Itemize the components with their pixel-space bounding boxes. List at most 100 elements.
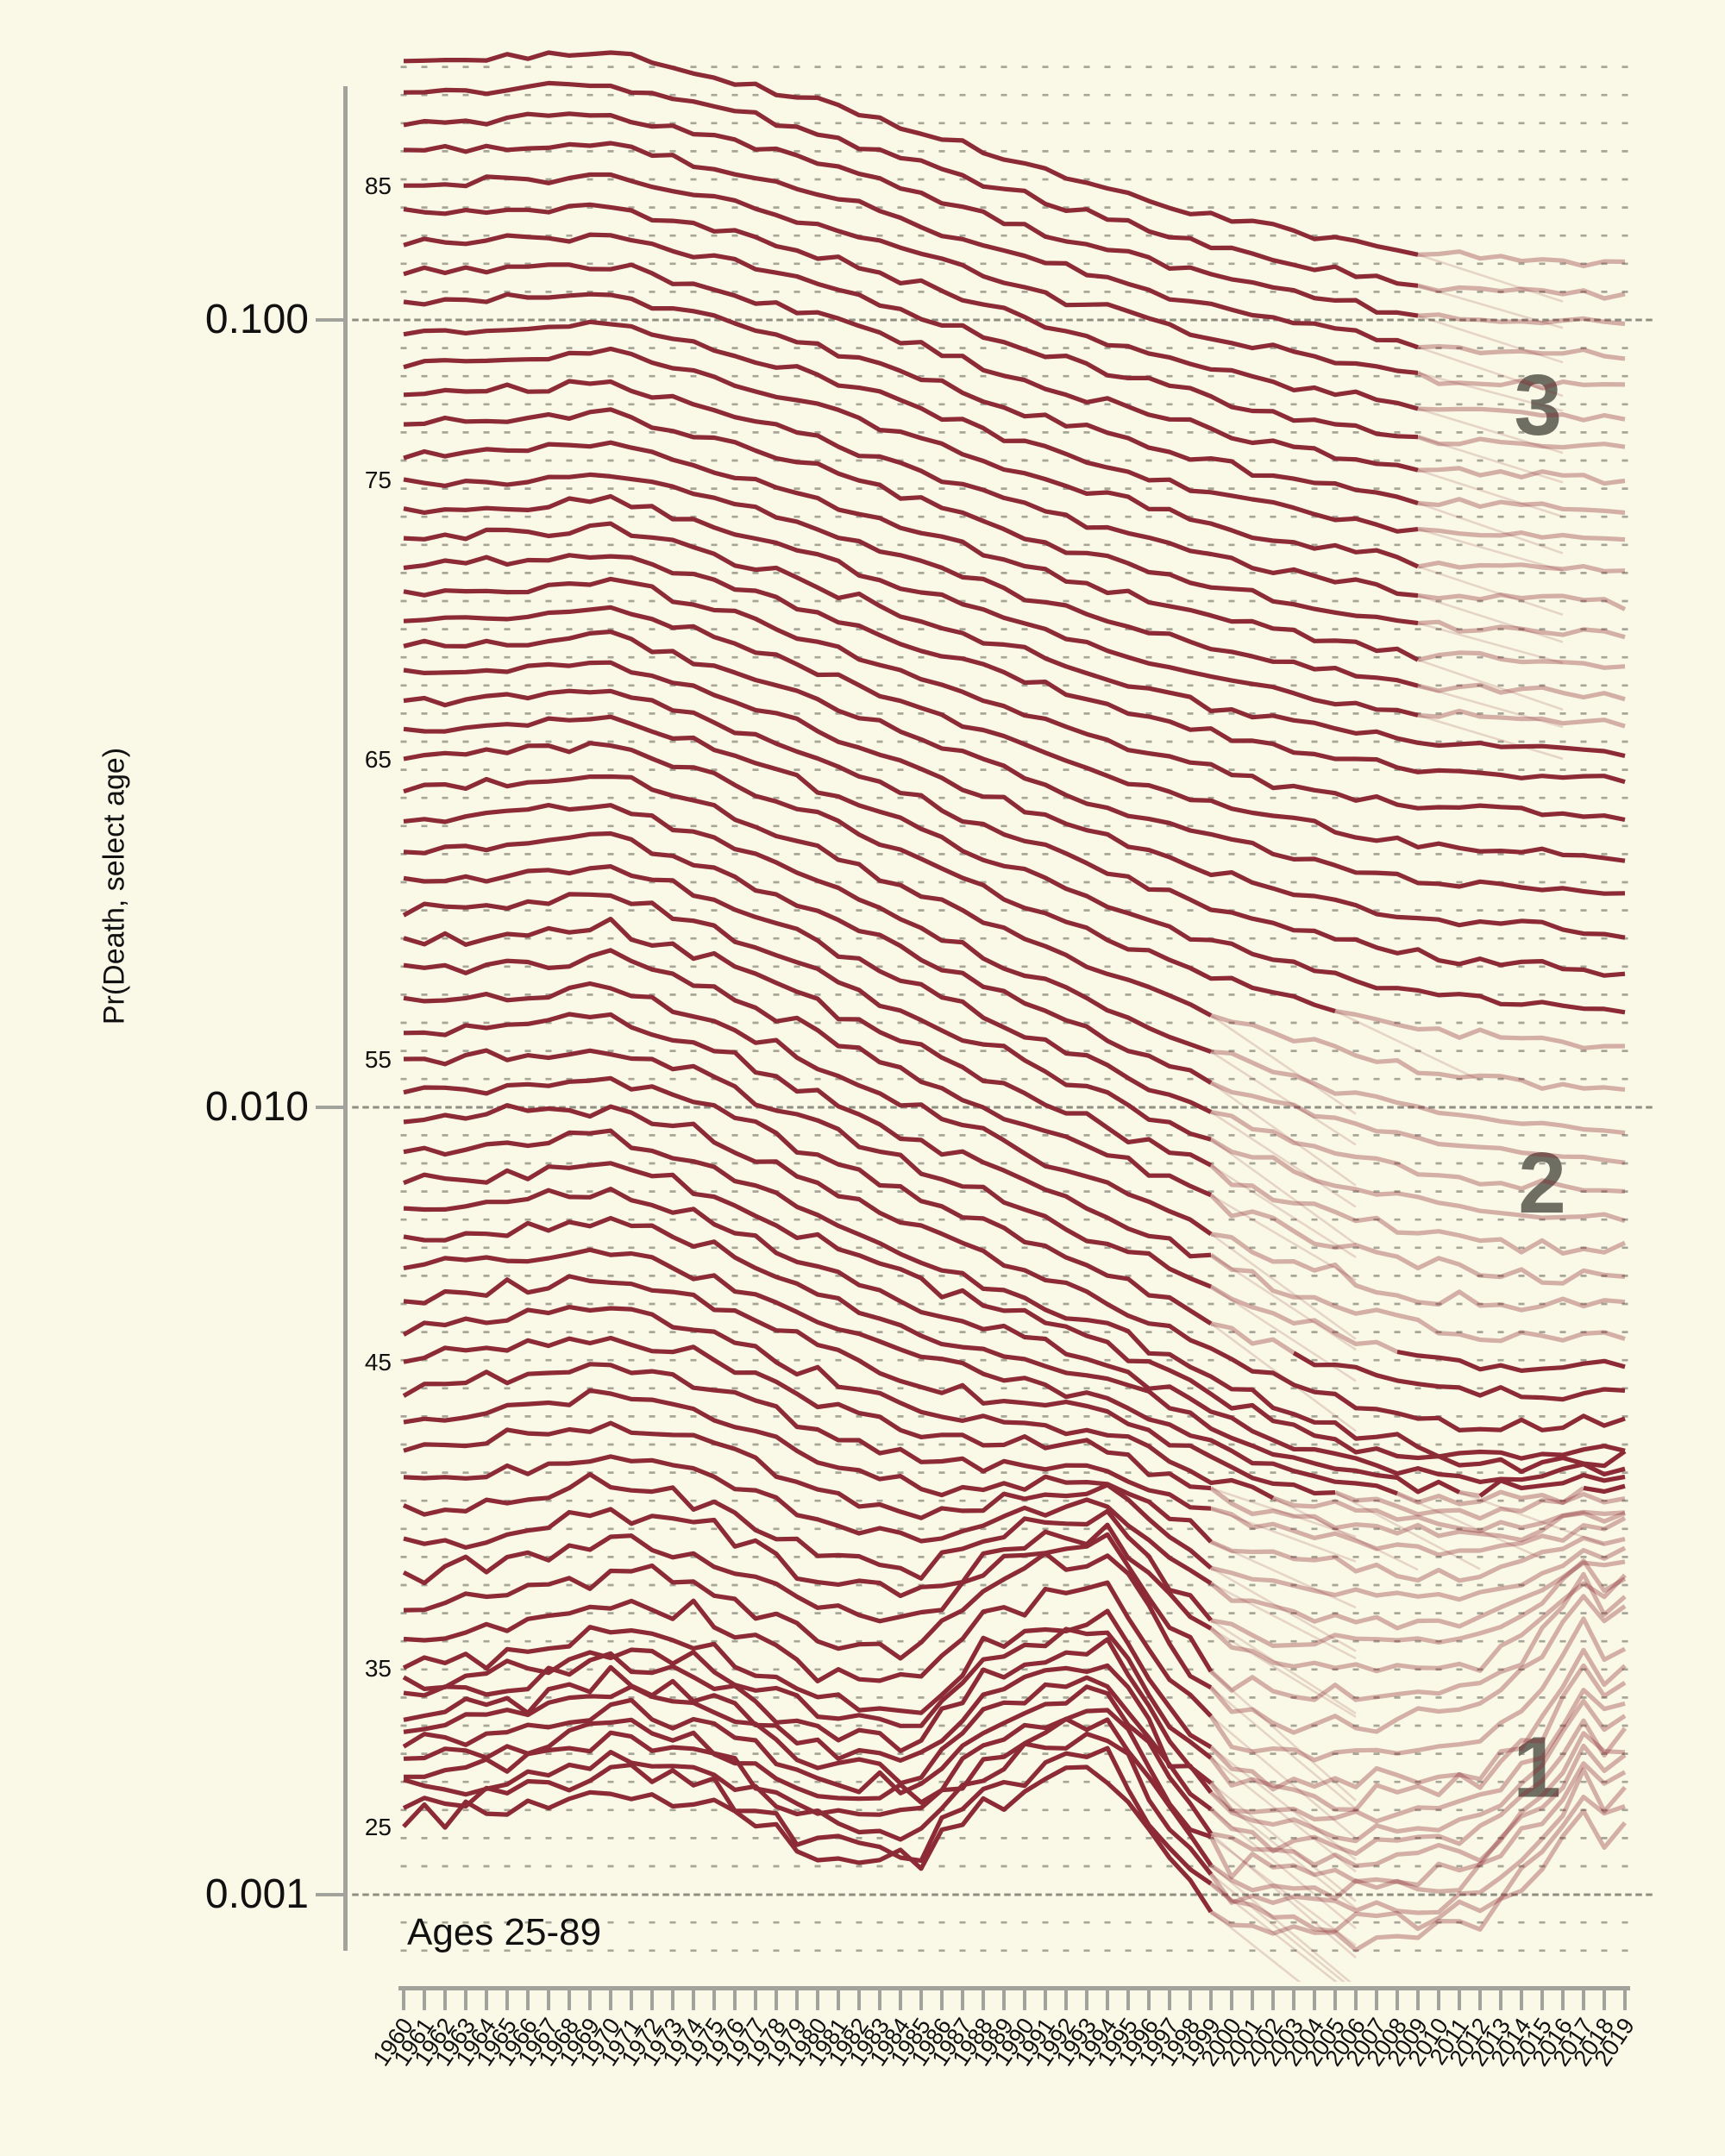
age-line-faded (1417, 497, 1626, 516)
age-line (403, 172, 1419, 375)
trend-projection (1210, 1081, 1357, 1187)
age-line (403, 917, 1213, 1168)
x-tick (961, 1988, 964, 2010)
age-line (403, 660, 1626, 940)
y-tick-label-0.010: 0.010 (204, 1084, 309, 1130)
age-line-faded (1209, 1535, 1626, 1583)
trend-projection (1417, 658, 1564, 711)
age-line-faded (1417, 466, 1626, 486)
age-line (403, 1675, 1213, 1811)
x-tick (692, 1988, 695, 2010)
x-tick (775, 1988, 778, 2010)
age-line (403, 346, 1420, 569)
trend-projection (1417, 714, 1564, 761)
age-line-faded (1209, 1253, 1626, 1344)
trend-projection (1210, 1507, 1357, 1563)
age-line (403, 1187, 1626, 1484)
trend-projection (1417, 594, 1564, 643)
age-line (403, 521, 1626, 759)
trend-projection (1210, 1619, 1357, 1714)
trend-projection (1210, 1686, 1357, 1810)
age-line (403, 440, 1420, 662)
age-line-faded (1334, 1490, 1626, 1521)
x-tick (505, 1988, 509, 2010)
age-line-faded (1417, 650, 1626, 670)
trend-projection (1210, 1745, 1357, 1861)
age-line (403, 1663, 1214, 1795)
age-line (403, 291, 1419, 505)
age-line (403, 50, 1419, 257)
age-line-faded (1417, 527, 1626, 542)
x-tick (1499, 1988, 1502, 2010)
age-line (403, 803, 1212, 1054)
age-line (402, 1684, 1214, 1835)
x-tick (1375, 1988, 1378, 2010)
age-line (403, 1551, 1213, 1690)
age-line-faded (1210, 1558, 1627, 1648)
x-tick (1478, 1988, 1482, 2010)
trend-projection (1210, 1567, 1357, 1652)
region-number-3: 3 (1514, 357, 1562, 454)
age-line-faded (1458, 1489, 1481, 1499)
age-line (403, 1103, 1626, 1432)
age-line (403, 1274, 1336, 1496)
age-line-faded (1209, 1808, 1627, 1952)
x-tick (1333, 1988, 1337, 2010)
x-tick (1313, 1988, 1316, 2010)
x-tick (733, 1988, 737, 2010)
age-line (402, 1626, 1213, 1760)
region-number-2: 2 (1518, 1135, 1566, 1232)
age-line-faded (1417, 592, 1627, 611)
age-line (402, 1362, 1212, 1511)
age-start-labels: 85 75 65 55 45 35 25 (365, 172, 392, 1840)
age-lines (402, 50, 1627, 1914)
age-line-faded (1208, 1767, 1627, 1915)
age-label-25: 25 (365, 1814, 392, 1840)
x-tick (568, 1988, 571, 2010)
x-tick (1064, 1988, 1068, 2010)
trend-projection (1210, 1050, 1357, 1146)
x-tick (1251, 1988, 1254, 2010)
trend-projection (1417, 346, 1564, 398)
x-tick (526, 1988, 530, 2010)
age-label-45: 45 (365, 1349, 392, 1376)
age-label-75: 75 (365, 467, 392, 493)
trend-projection (1210, 1670, 1357, 1802)
region-number-labels: 3 2 1 (1513, 357, 1566, 1815)
age-line-faded (1209, 1163, 1627, 1256)
trend-projection (1417, 407, 1564, 454)
age-line-faded (1209, 1138, 1626, 1224)
age-line (402, 1471, 1214, 1622)
age-line-faded (1417, 249, 1626, 269)
x-tick (650, 1988, 654, 2010)
axes (316, 86, 1630, 2010)
age-label-55: 55 (365, 1046, 392, 1073)
age-line-faded (1417, 561, 1626, 573)
x-tick (1147, 1988, 1151, 2010)
age-line (403, 1161, 1627, 1475)
age-line (403, 111, 1419, 318)
age-line (403, 232, 1419, 440)
age-line-faded (1416, 371, 1626, 391)
trend-projection (1210, 1835, 1357, 1946)
x-tick (982, 1988, 985, 2010)
age-line (403, 1708, 1212, 1839)
ages-note: Ages 25-89 (407, 1911, 602, 1953)
age-line (403, 80, 1419, 288)
trend-projection (1417, 685, 1564, 729)
age-line-faded (1417, 406, 1626, 423)
age-line-faded (1209, 1193, 1626, 1286)
y-axis-title: Pr(Death, select age) (97, 747, 131, 1025)
age-line (402, 1305, 1275, 1501)
trend-projection (1210, 1808, 1357, 1930)
trend-projection (1210, 1883, 1339, 1982)
age-line-faded (1210, 1506, 1627, 1557)
trend-projection (1334, 1010, 1481, 1081)
age-line (402, 1764, 1214, 1914)
trend-projection (1210, 1111, 1357, 1208)
age-line (403, 1215, 1626, 1498)
y-tick-mark (316, 1893, 343, 1896)
age-line (403, 774, 1213, 1018)
age-line-faded (1417, 312, 1626, 327)
age-line (403, 1420, 1213, 1570)
